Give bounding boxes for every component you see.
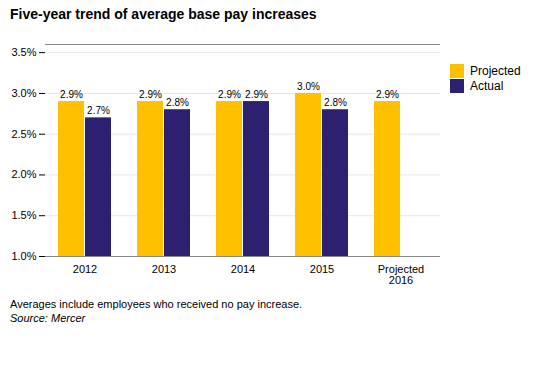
html-text:Source: Mercer: Source: Mercer <box>10 312 86 324</box>
svg-text:Projected2016: Projected2016 <box>378 263 424 286</box>
html-text:Projected: Projected <box>470 64 521 78</box>
svg-text:2.9%: 2.9% <box>218 89 241 100</box>
svg-text:2.7%: 2.7% <box>87 105 110 116</box>
svg-text:2.9%: 2.9% <box>139 89 162 100</box>
svg-text:2.9%: 2.9% <box>376 89 399 100</box>
svg-text:2014: 2014 <box>231 263 255 275</box>
html-text:Averages include employees who: Averages include employees who received … <box>10 298 303 310</box>
svg-text:2.8%: 2.8% <box>166 97 189 108</box>
svg-text:2.0%: 2.0% <box>11 168 36 180</box>
html-text:Five-year trend of average bas: Five-year trend of average base pay incr… <box>10 6 317 22</box>
svg-text:3.0%: 3.0% <box>11 87 36 99</box>
svg-text:1.5%: 1.5% <box>11 209 36 221</box>
svg-text:2.5%: 2.5% <box>11 128 36 140</box>
svg-text:2012: 2012 <box>73 263 97 275</box>
svg-text:2.8%: 2.8% <box>324 97 347 108</box>
html-text:Actual: Actual <box>470 79 504 93</box>
svg-text:2.9%: 2.9% <box>245 89 268 100</box>
svg-text:2.9%: 2.9% <box>60 89 83 100</box>
svg-text:1.0%: 1.0% <box>11 250 36 262</box>
svg-text:2015: 2015 <box>310 263 334 275</box>
svg-text:3.0%: 3.0% <box>297 81 320 92</box>
svg-text:2013: 2013 <box>152 263 176 275</box>
svg-text:3.5%: 3.5% <box>11 46 36 58</box>
